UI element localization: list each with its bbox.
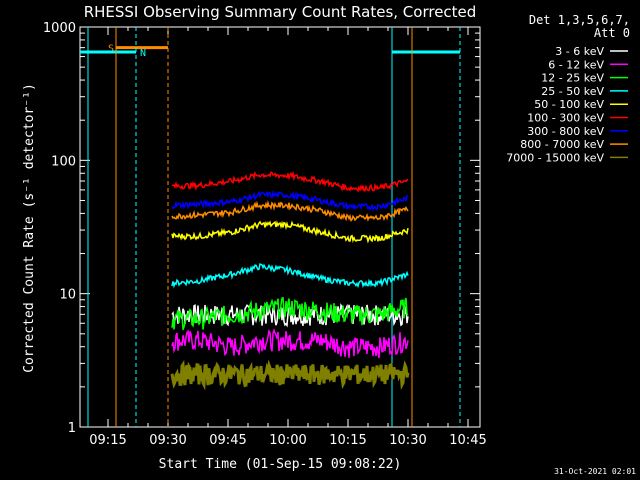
timestamp: 31-Oct-2021 02:01 [554, 467, 636, 476]
legend-header-1: Det 1,3,5,6,7, [529, 13, 630, 27]
x-tick-label: 09:45 [209, 433, 246, 448]
x-tick-label: 10:00 [269, 433, 306, 448]
series-line-8 [171, 200, 409, 222]
y-tick-label: 1 [68, 421, 76, 436]
legend-label: 3 - 6 keV [555, 45, 604, 58]
y-tick-label: 1000 [43, 21, 76, 36]
series-line-4 [171, 263, 409, 289]
x-tick-label: 10:45 [449, 433, 486, 448]
legend-label: 12 - 25 keV [541, 72, 604, 85]
series-line-2 [171, 328, 409, 359]
plot-frame [79, 26, 481, 428]
x-tick-label: 10:15 [329, 433, 366, 448]
legend-label: 800 - 7000 keV [520, 138, 604, 151]
legend-label: 300 - 800 keV [527, 125, 604, 138]
y-axis-label: Corrected Count Rate (s⁻¹ detector⁻¹) [22, 83, 37, 373]
axes [79, 26, 481, 428]
legend-label: 100 - 300 keV [527, 112, 604, 125]
legend-header-2: Att 0 [594, 26, 630, 40]
legend-label: 7000 - 15000 keV [506, 151, 604, 164]
series-line-6 [171, 170, 408, 193]
flag-s-label: S [108, 44, 114, 55]
series-line-3 [171, 296, 409, 330]
chart-title: RHESSI Observing Summary Count Rates, Co… [84, 3, 477, 21]
legend-label: 50 - 100 keV [534, 98, 604, 111]
series-line-9 [170, 359, 410, 391]
x-tick-label: 10:30 [389, 433, 426, 448]
x-tick-label: 09:15 [89, 433, 126, 448]
y-tick-label: 10 [59, 288, 76, 303]
ticks: 09:15 09:30 09:45 10:00 10:15 10:30 10:45 1 10 10… [43, 21, 487, 448]
x-tick-label: 09:30 [149, 433, 186, 448]
legend-label: 25 - 50 keV [541, 85, 604, 98]
flag-n-label: N [140, 48, 146, 59]
y-tick-label: 100 [51, 154, 76, 169]
series-line-5 [171, 220, 409, 244]
series-line-7 [171, 190, 409, 212]
legend-label: 6 - 12 keV [548, 58, 604, 71]
x-axis-label: Start Time (01-Sep-15 09:08:22) [159, 457, 402, 472]
